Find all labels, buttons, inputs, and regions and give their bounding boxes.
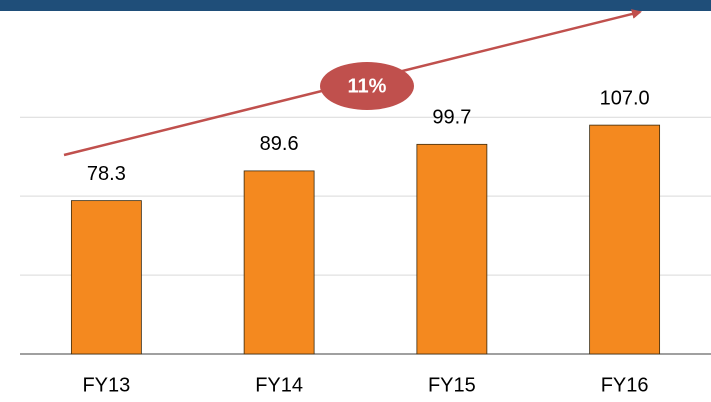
- bar: [589, 124, 661, 355]
- bar: [416, 143, 488, 355]
- bar: [243, 170, 315, 355]
- bar: [70, 200, 142, 355]
- x-tick-label: FY15: [428, 374, 476, 396]
- data-label: 78.3: [87, 163, 126, 185]
- x-tick-label: FY14: [255, 374, 303, 396]
- header-bar: [0, 0, 711, 11]
- data-label: 99.7: [432, 107, 471, 129]
- x-tick-label: FY16: [601, 374, 649, 396]
- annotation-badge: [320, 62, 414, 110]
- annotation-text: 11%: [348, 75, 387, 97]
- x-tick-label: FY13: [82, 374, 130, 396]
- data-label: 89.6: [260, 133, 299, 155]
- data-label: 107.0: [600, 87, 650, 109]
